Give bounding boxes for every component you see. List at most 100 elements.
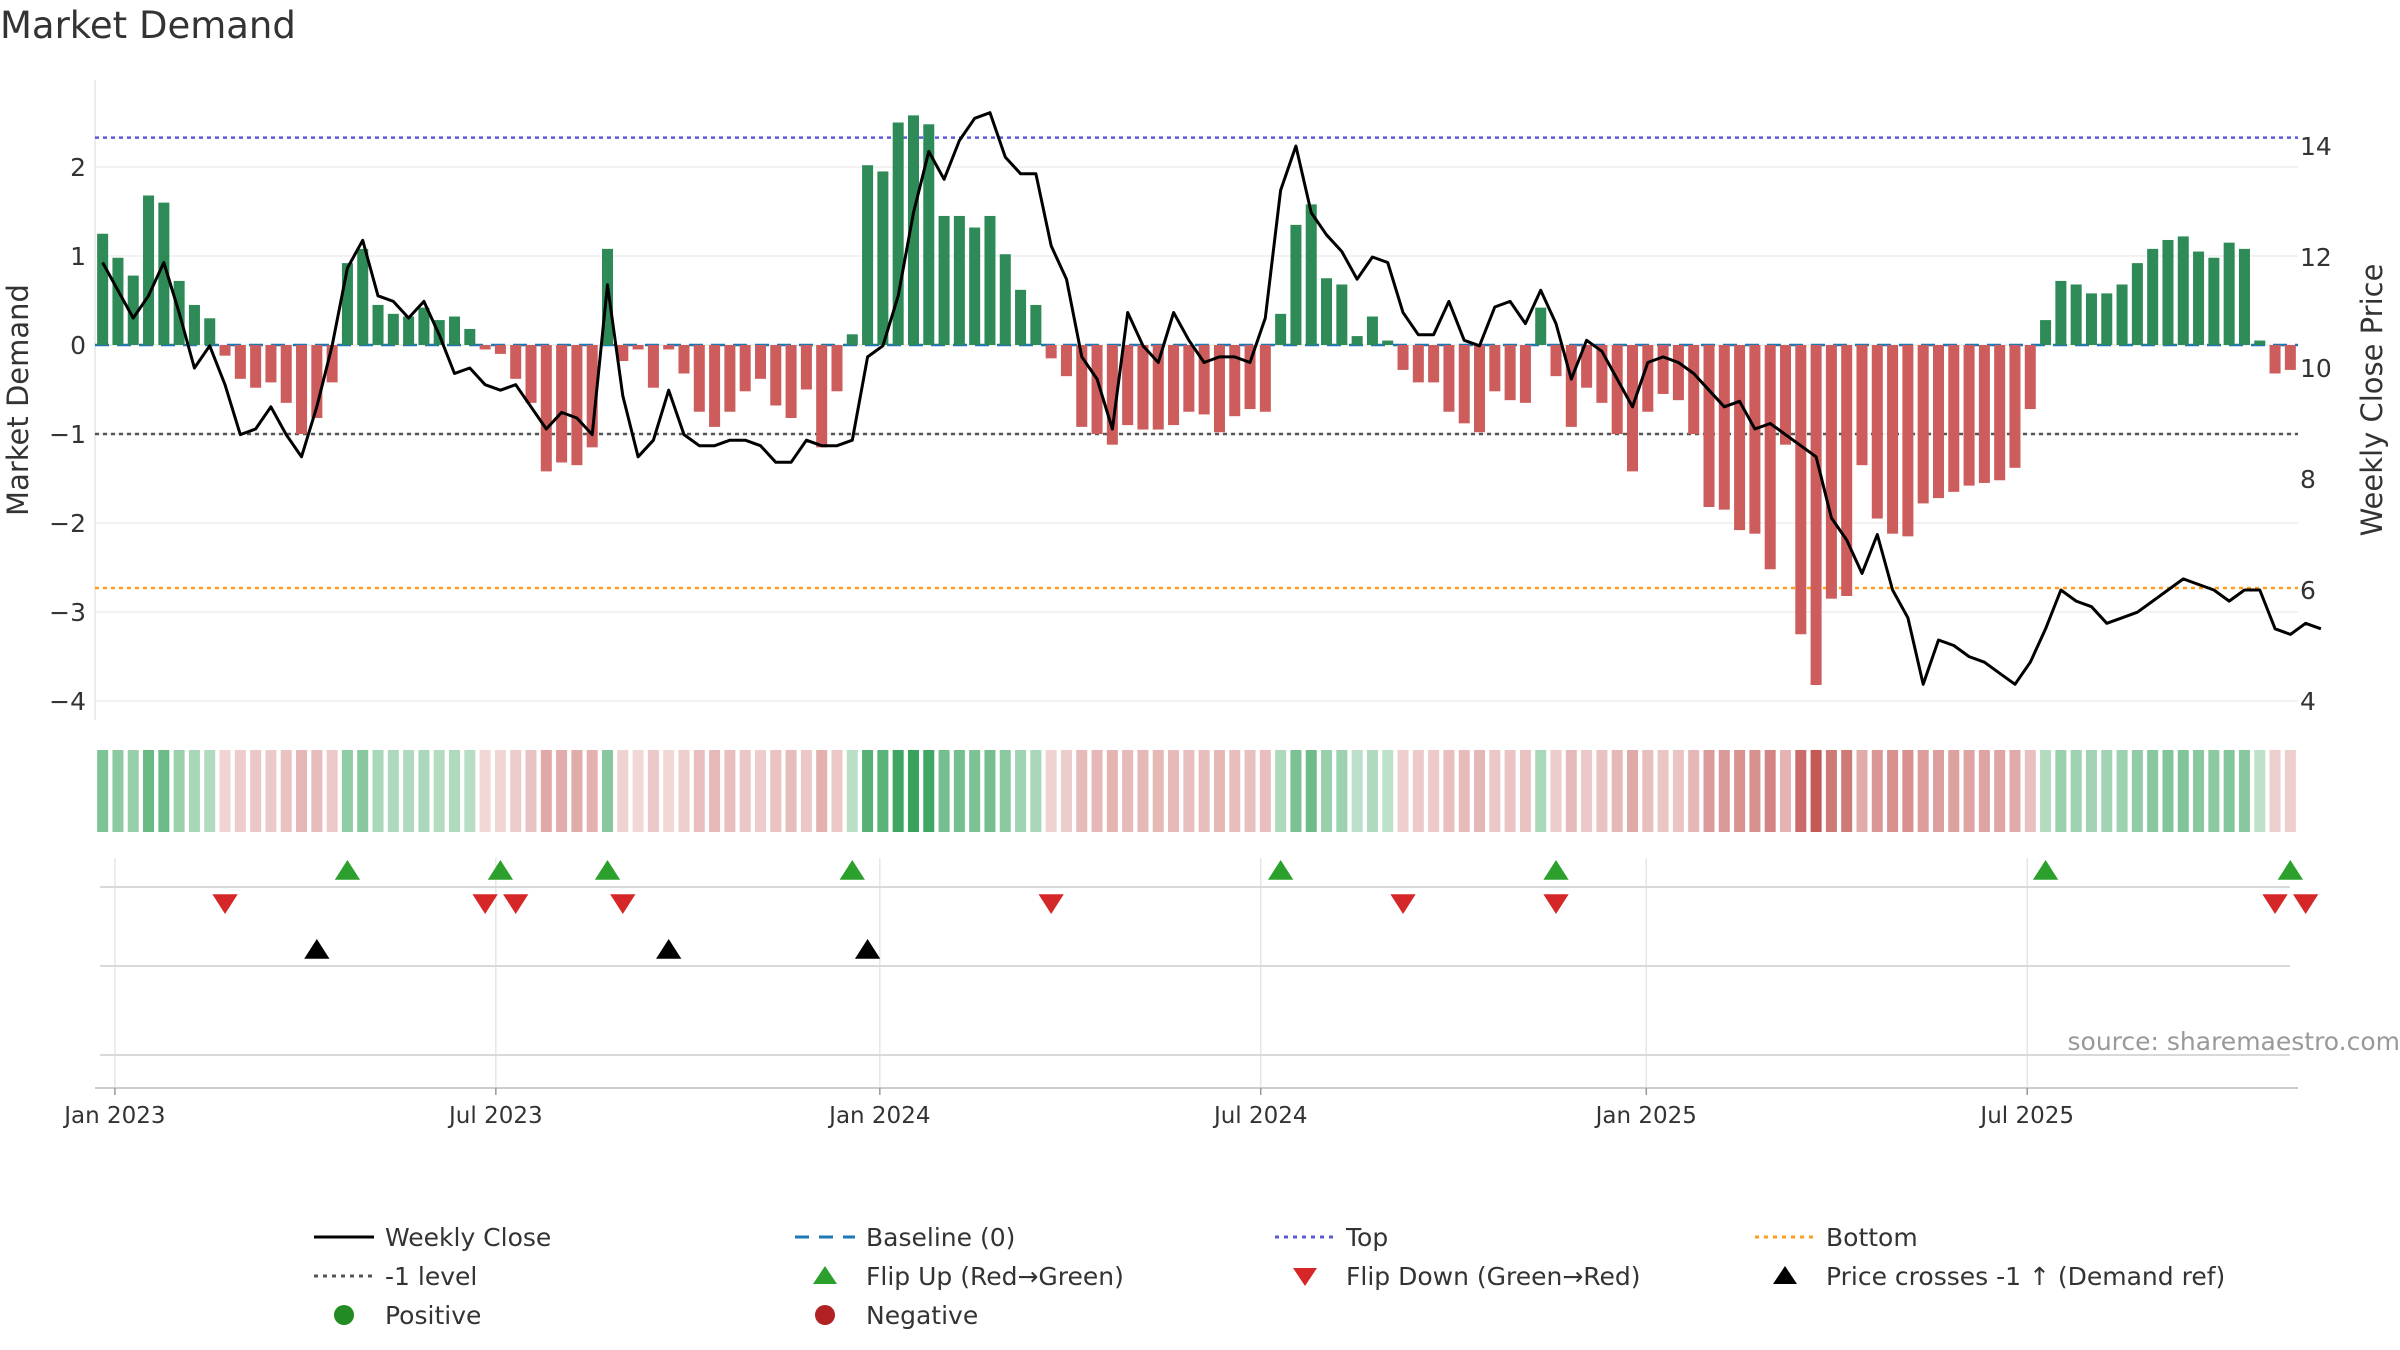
demand-bar [693, 345, 705, 412]
demand-bar [1917, 345, 1929, 504]
heat-cell [663, 750, 675, 832]
demand-bar [1412, 345, 1424, 383]
demand-bar [1535, 307, 1547, 345]
demand-bar [1045, 345, 1057, 359]
demand-bar [1290, 224, 1302, 345]
heat-cell [1902, 750, 1914, 832]
flip-down-marker [1390, 894, 1416, 914]
heat-cell [1351, 750, 1363, 832]
heat-cell [143, 750, 155, 832]
demand-bar [97, 233, 109, 345]
heat-cell [1428, 750, 1440, 832]
demand-bar [296, 345, 308, 434]
legend: Weekly Close Baseline (0) Top Bottom -1 leve… [314, 1223, 2225, 1330]
heat-cell [1932, 750, 1944, 832]
heat-cell [647, 750, 659, 832]
weekly-close-line [101, 111, 2322, 686]
demand-bar [1795, 345, 1807, 635]
demand-bar [464, 328, 476, 345]
right-tick-label: 6 [2300, 576, 2316, 605]
demand-bar [2101, 293, 2113, 345]
left-tick-label: 0 [70, 331, 86, 360]
demand-bar [250, 345, 262, 388]
source-label: source: sharemaestro.com [2068, 1027, 2400, 1056]
heat-cell [433, 750, 445, 832]
heat-cell [1581, 750, 1593, 832]
demand-bar [2085, 293, 2097, 345]
demand-bar [2254, 340, 2266, 345]
heat-cell [1657, 750, 1669, 832]
heat-cell [1871, 750, 1883, 832]
left-tick-label: 1 [70, 242, 86, 271]
heat-cell [2085, 750, 2097, 832]
flip-down-marker [1038, 894, 1064, 914]
demand-bar [831, 345, 843, 392]
flip-up-marker [1267, 860, 1294, 880]
heat-cell [571, 750, 583, 832]
flip-down-marker [1543, 894, 1569, 914]
heat-cell [1183, 750, 1195, 832]
heat-cell [158, 750, 170, 832]
heat-cell [1076, 750, 1088, 832]
heat-cell [464, 750, 476, 832]
flip-up-marker [334, 860, 361, 880]
heat-cell [1152, 750, 1164, 832]
demand-bar [372, 304, 384, 345]
heat-cell [2040, 750, 2052, 832]
heat-cell [1978, 750, 1990, 832]
heat-cell [510, 750, 522, 832]
heat-cell [418, 750, 430, 832]
heat-cell [1810, 750, 1822, 832]
demand-bar [1932, 345, 1944, 499]
demand-bar [1458, 345, 1470, 424]
legend-label: -1 level [385, 1262, 477, 1291]
heat-cell [1825, 750, 1837, 832]
heat-cell [632, 750, 644, 832]
heat-cell [540, 750, 552, 832]
demand-bar [1611, 345, 1623, 434]
heat-cell [188, 750, 200, 832]
demand-bar [1596, 345, 1608, 403]
heat-cell [1718, 750, 1730, 832]
heat-cell [2177, 750, 2189, 832]
heat-cell [1382, 750, 1394, 832]
flip-down-marker [2262, 894, 2288, 914]
demand-bar [969, 227, 981, 345]
heat-cell [1030, 750, 1042, 832]
heat-cell [204, 750, 216, 832]
demand-bar [617, 345, 629, 362]
demand-bar [112, 257, 124, 345]
legend-swatch [1293, 1268, 1317, 1286]
heat-cell [1168, 750, 1180, 832]
demand-bar [387, 313, 399, 345]
price-cross-marker [656, 939, 682, 959]
demand-bar [2269, 345, 2281, 374]
demand-bar [479, 345, 491, 350]
heat-cell [1412, 750, 1424, 832]
heat-cell [1749, 750, 1761, 832]
y-axis-label-right: Weekly Close Price [2355, 264, 2389, 537]
chart-title: Market Demand [0, 4, 296, 47]
demand-bar [1489, 345, 1501, 392]
demand-bar [1902, 345, 1914, 537]
heat-cell [1474, 750, 1486, 832]
demand-bar [2009, 345, 2021, 468]
heat-cell [2101, 750, 2113, 832]
demand-bar [1183, 345, 1195, 412]
demand-bar [1978, 345, 1990, 483]
demand-bar [663, 345, 675, 350]
demand-bar [1672, 345, 1684, 401]
heat-cell [1779, 750, 1792, 832]
demand-bar [1963, 345, 1975, 486]
demand-bar [219, 345, 231, 356]
heat-cell [127, 750, 139, 832]
demand-bar [1305, 204, 1317, 345]
demand-bar [2147, 248, 2159, 345]
y-axis-label-left: Market Demand [1, 284, 35, 516]
right-tick-label: 10 [2300, 354, 2332, 383]
heat-cell [1321, 750, 1333, 832]
right-tick-label: 8 [2300, 465, 2316, 494]
left-tick-label: 2 [70, 153, 86, 182]
heat-cell [678, 750, 690, 832]
heat-cell [1841, 750, 1853, 832]
